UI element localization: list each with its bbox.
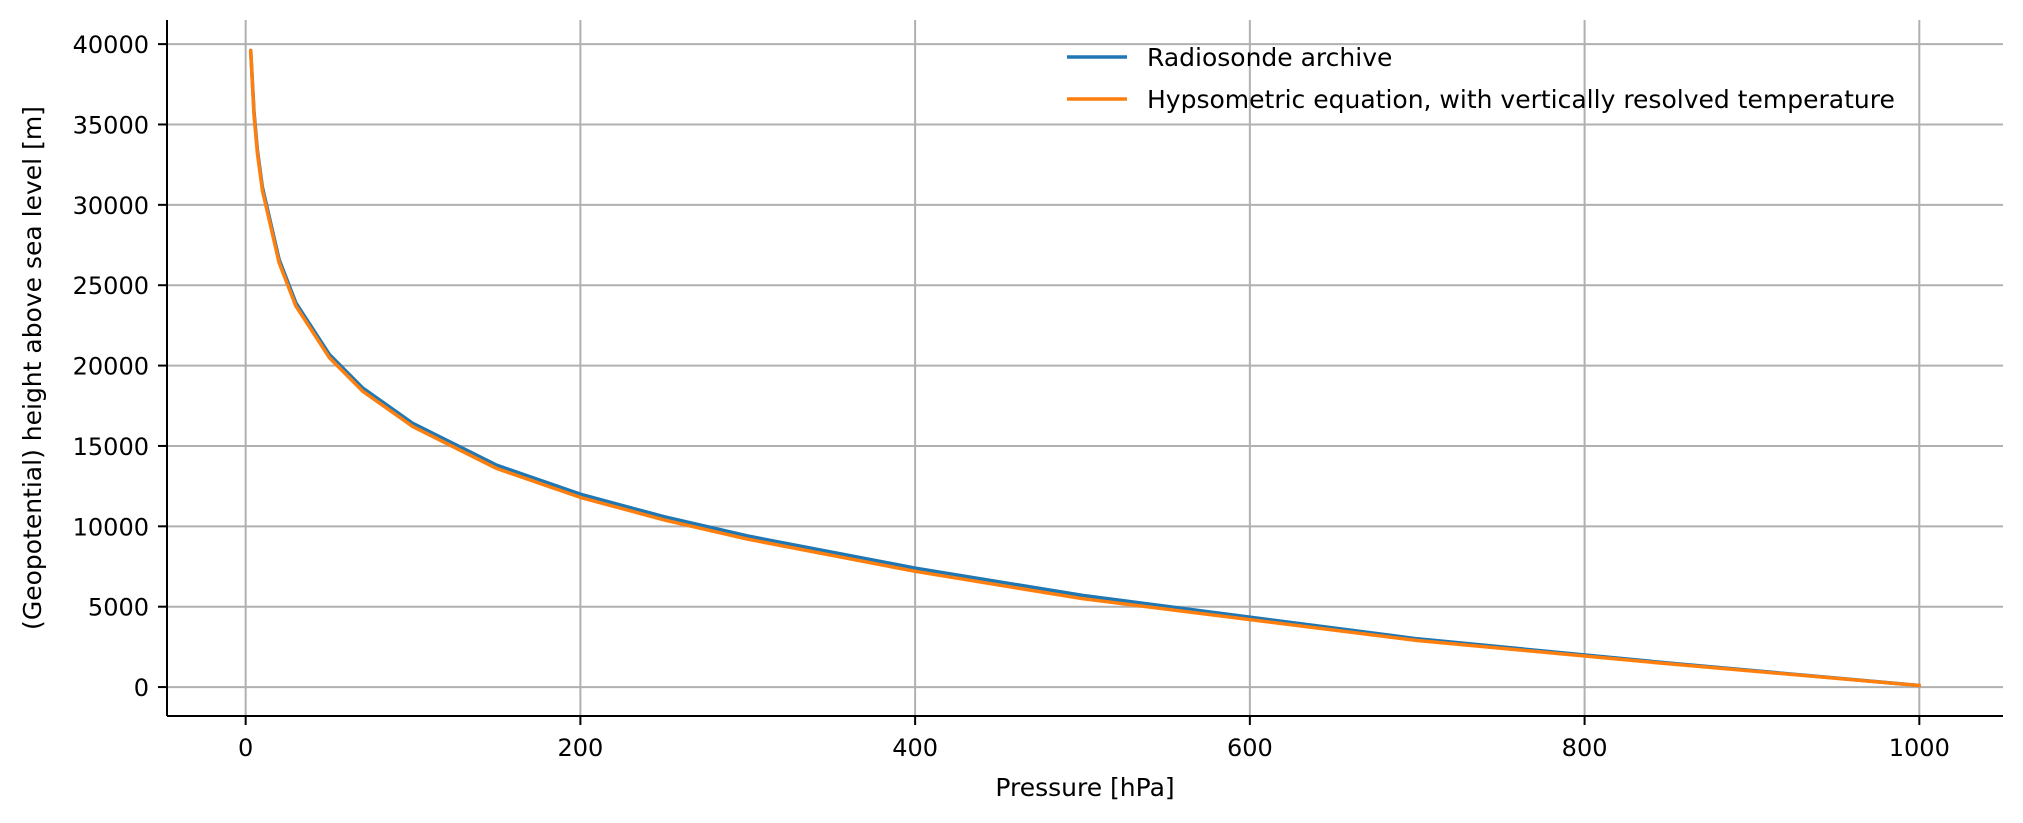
series-line-hypsometric [248, 48, 1922, 688]
x-tick-label: 1000 [1889, 734, 1950, 762]
y-tick-label: 5000 [88, 594, 149, 622]
y-tick-label: 25000 [73, 272, 149, 300]
y-axis-label: (Geopotential) height above sea level [m… [18, 106, 47, 630]
x-tick-label: 800 [1562, 734, 1608, 762]
y-tick-label: 20000 [73, 353, 149, 381]
y-tick-label: 40000 [73, 31, 149, 59]
x-axis-label: Pressure [hPa] [995, 773, 1174, 802]
legend: Radiosonde archive Hypsometric equation,… [1067, 43, 1895, 114]
y-tick-label: 10000 [73, 513, 149, 541]
axes [166, 20, 2003, 717]
y-tick-label: 15000 [73, 433, 149, 461]
ticks: 0 200 400 600 800 100005000100001500020000250… [73, 31, 1950, 762]
series-lines [248, 48, 1922, 688]
legend-label-radiosonde: Radiosonde archive [1147, 43, 1392, 72]
x-tick-label: 400 [892, 734, 938, 762]
y-tick-label: 0 [134, 674, 149, 702]
grid [167, 20, 2003, 716]
x-tick-label: 200 [557, 734, 603, 762]
y-tick-label: 30000 [73, 192, 149, 220]
x-tick-label: 600 [1227, 734, 1273, 762]
series-line-radiosonde [248, 48, 1922, 688]
y-tick-label: 35000 [73, 111, 149, 139]
legend-label-hypsometric: Hypsometric equation, with vertically re… [1147, 85, 1895, 114]
x-tick-label: 0 [238, 734, 253, 762]
